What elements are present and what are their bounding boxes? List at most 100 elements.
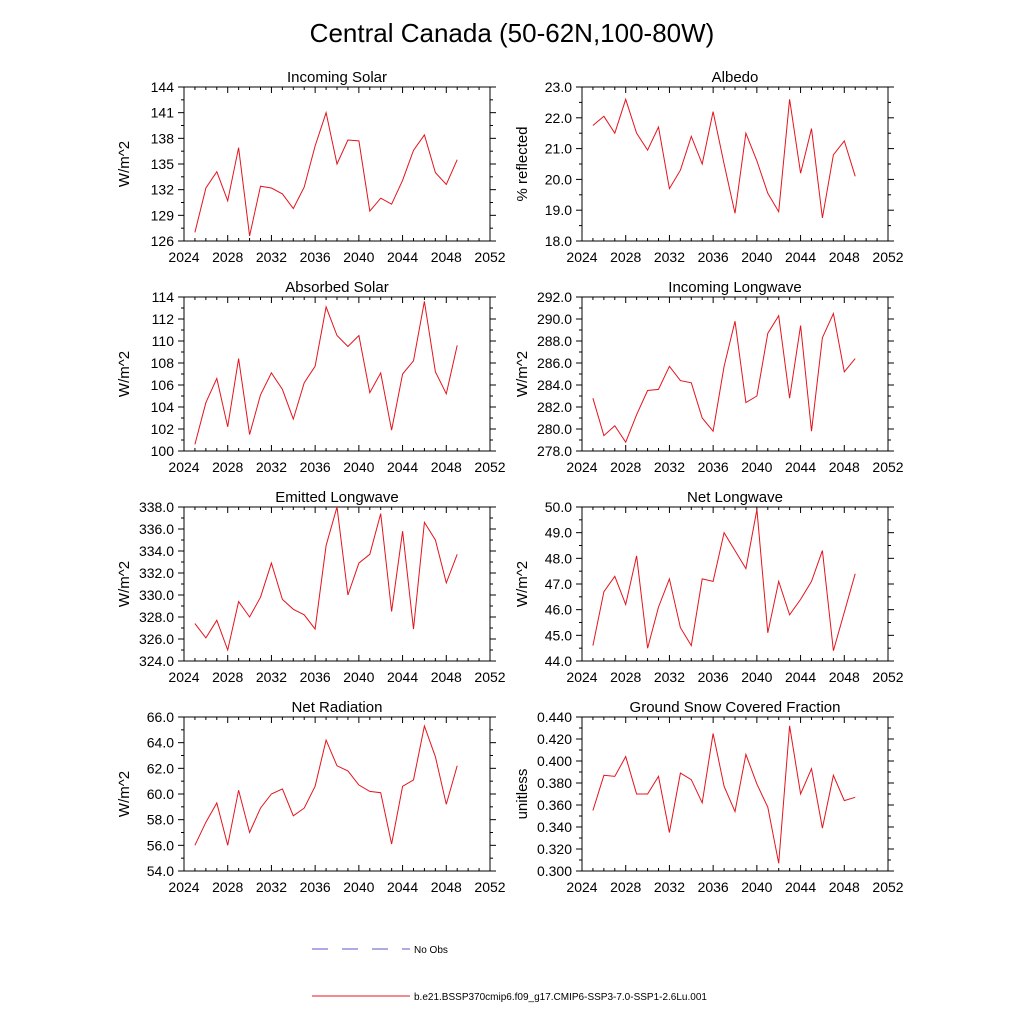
- x-tick-label: 2044: [785, 459, 816, 475]
- data-point: [369, 392, 371, 394]
- data-point: [614, 575, 616, 577]
- data-point: [303, 186, 305, 188]
- y-tick-label: 292.0: [537, 289, 572, 305]
- x-tick-label: 2032: [654, 249, 685, 265]
- x-tick-label: 2036: [300, 879, 331, 895]
- x-tick-label: 2040: [741, 459, 772, 475]
- data-point: [636, 132, 638, 134]
- data-point: [391, 429, 393, 431]
- data-point: [314, 785, 316, 787]
- data-point: [690, 645, 692, 647]
- y-tick-label: 22.0: [545, 110, 572, 126]
- y-tick-label: 62.0: [147, 760, 174, 776]
- x-tick-label: 2048: [829, 879, 860, 895]
- y-tick-label: 135: [151, 156, 175, 172]
- data-point: [369, 210, 371, 212]
- data-point: [423, 725, 425, 727]
- data-point: [380, 197, 382, 199]
- data-point: [216, 171, 218, 173]
- data-point: [789, 98, 791, 100]
- panel-absorbed-solar: Absorbed Solar 2024 2028 2032 2036 2040 2044 20…: [116, 279, 506, 475]
- y-tick-label: 144: [151, 79, 175, 95]
- y-axis-label: W/m^2: [116, 141, 133, 187]
- panel-title: Net Longwave: [687, 489, 783, 506]
- data-point: [445, 582, 447, 584]
- x-tick-label: 2024: [566, 879, 597, 895]
- data-point: [723, 532, 725, 534]
- x-tick-label: 2048: [431, 669, 462, 685]
- x-tick-label: 2032: [654, 459, 685, 475]
- x-tick-label: 2048: [431, 249, 462, 265]
- x-tick-label: 2048: [829, 459, 860, 475]
- data-point: [843, 371, 845, 373]
- y-tick-label: 44.0: [545, 653, 572, 669]
- data-point: [413, 779, 415, 781]
- data-point: [314, 365, 316, 367]
- data-point: [701, 578, 703, 580]
- y-tick-label: 338.0: [139, 499, 174, 515]
- y-tick-label: 48.0: [545, 550, 572, 566]
- data-point: [712, 111, 714, 113]
- data-point: [205, 402, 207, 404]
- x-tick-label: 2032: [256, 459, 287, 475]
- series-line: [592, 725, 856, 864]
- data-point: [249, 235, 251, 237]
- x-tick-label: 2028: [212, 459, 243, 475]
- data-point: [745, 132, 747, 134]
- data-point: [712, 580, 714, 582]
- data-point: [756, 783, 758, 785]
- y-tick-label: 60.0: [147, 786, 174, 802]
- y-tick-label: 129: [151, 207, 175, 223]
- x-tick-label: 2028: [212, 669, 243, 685]
- data-point: [303, 382, 305, 384]
- data-point: [592, 810, 594, 812]
- x-tick-label: 2048: [829, 249, 860, 265]
- y-tick-label: 0.300: [537, 863, 572, 879]
- data-point: [614, 425, 616, 427]
- x-tick-label: 2036: [698, 669, 729, 685]
- data-point: [832, 774, 834, 776]
- data-point: [647, 647, 649, 649]
- x-tick-label: 2028: [610, 249, 641, 265]
- data-point: [358, 335, 360, 337]
- data-point: [701, 417, 703, 419]
- data-point: [249, 434, 251, 436]
- y-tick-label: 332.0: [139, 565, 174, 581]
- y-tick-label: 100: [151, 443, 175, 459]
- x-tick-label: 2052: [474, 669, 505, 685]
- y-tick-label: 114: [152, 289, 175, 305]
- data-point: [325, 112, 327, 114]
- data-point: [380, 513, 382, 515]
- data-point: [800, 793, 802, 795]
- y-tick-label: 324.0: [139, 653, 174, 669]
- data-point: [260, 807, 262, 809]
- data-point: [658, 388, 660, 390]
- data-point: [325, 545, 327, 547]
- y-tick-label: 58.0: [147, 812, 174, 828]
- x-tick-label: 2040: [741, 249, 772, 265]
- data-point: [270, 372, 272, 374]
- legend-model-label: b.e21.BSSP370cmip6.f09_g17.CMIP6-SSP3-7.…: [414, 992, 707, 1003]
- data-point: [734, 811, 736, 813]
- data-point: [369, 790, 371, 792]
- data-point: [854, 175, 856, 177]
- data-point: [413, 360, 415, 362]
- x-tick-label: 2040: [741, 669, 772, 685]
- x-tick-label: 2036: [300, 669, 331, 685]
- x-tick-label: 2052: [872, 879, 903, 895]
- panel-title: Emitted Longwave: [275, 489, 398, 506]
- data-point: [303, 614, 305, 616]
- y-tick-label: 330.0: [139, 587, 174, 603]
- y-tick-label: 45.0: [545, 627, 572, 643]
- data-point: [658, 126, 660, 128]
- data-point: [603, 115, 605, 117]
- y-tick-label: 18.0: [545, 233, 572, 249]
- data-point: [336, 335, 338, 337]
- data-point: [592, 397, 594, 399]
- data-point: [625, 604, 627, 606]
- y-tick-label: 288.0: [537, 333, 572, 349]
- y-tick-label: 0.440: [537, 709, 572, 725]
- data-point: [821, 337, 823, 339]
- data-point: [270, 562, 272, 564]
- data-point: [358, 140, 360, 142]
